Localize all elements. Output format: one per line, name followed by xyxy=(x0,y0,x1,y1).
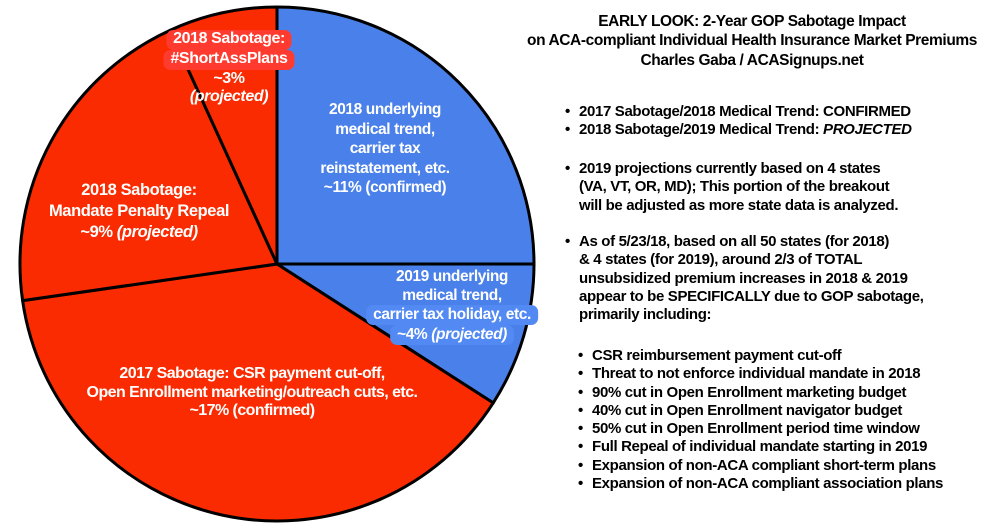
bullet-line: unsubsidized premium increases in 2018 &… xyxy=(579,269,908,287)
bullet-line: 50% cut in Open Enrollment period time w… xyxy=(592,420,920,438)
emphasized-text: PROJECTED xyxy=(823,121,912,139)
bullet-dot-icon: • xyxy=(578,438,583,456)
bullet-line: appear to be SPECIFICALLY due to GOP sab… xyxy=(579,287,924,305)
sabotage-factors-list: • CSR reimbursement payment cut-off • Threa… xyxy=(578,347,943,493)
bullet-line: Expansion of non-ACA compliant associati… xyxy=(592,475,944,493)
bullet-item: • Expansion of non-ACA compliant associat… xyxy=(578,475,943,493)
bullet-item: • 2017 Sabotage/2018 Medical Trend: CONFI… xyxy=(565,103,912,121)
bullet-dot-icon: • xyxy=(578,420,583,438)
bullet-dot-icon: • xyxy=(565,103,570,120)
bullet-line: 2018 Sabotage/2019 Medical Trend: PROJEC… xyxy=(579,121,912,139)
pie-slice-2018-underlying-medical-trend xyxy=(275,5,536,266)
bullet-line: will be adjusted as more state data is a… xyxy=(579,196,899,214)
bullet-line: & 4 states (for 2019), around 2/3 of TOT… xyxy=(579,251,863,269)
bullet-line: Full Repeal of individual mandate starti… xyxy=(592,438,928,456)
bullet-item: • 90% cut in Open Enrollment marketing bu… xyxy=(578,384,943,402)
bullet-item: • 2018 Sabotage/2019 Medical Trend: PROJE… xyxy=(565,121,912,139)
bullet-dot-icon: • xyxy=(578,475,583,493)
bullet-item: • Threat to not enforce individual mandat… xyxy=(578,365,943,383)
bullet-item: • 50% cut in Open Enrollment period time … xyxy=(578,420,943,438)
bullet-item: • Full Repeal of individual mandate start… xyxy=(578,438,943,456)
bullet-line: As of 5/23/18, based on all 50 states (f… xyxy=(579,233,890,250)
bullet-dot-icon: • xyxy=(578,347,583,364)
bullet-item: • As of 5/23/18, based on all 50 states (… xyxy=(565,233,924,324)
premium-impact-pie-chart xyxy=(18,5,536,523)
bullet-item: • Expansion of non-ACA compliant short-te… xyxy=(578,457,943,475)
pie-slice-2018-sabotage-mandate-penalty-repeal xyxy=(18,28,279,303)
bullet-dot-icon: • xyxy=(565,121,570,139)
pie-slice-2017-sabotage-csr-cutoff xyxy=(21,262,495,523)
bullet-line: Threat to not enforce individual mandate… xyxy=(592,365,921,383)
pie-slice-2018-sabotage-short-plans xyxy=(168,5,279,266)
bullet-line: primarily including: xyxy=(579,306,712,324)
bullet-line: 90% cut in Open Enrollment marketing bud… xyxy=(592,383,907,401)
bullet-line: (VA, VT, OR, MD); This portion of the br… xyxy=(579,178,890,196)
bullet-item: • 40% cut in Open Enrollment navigator bu… xyxy=(578,402,943,420)
bullet-item: • 2019 projections currently based on 4 s… xyxy=(565,160,899,215)
bullet-line: 40% cut in Open Enrollment navigator bud… xyxy=(592,401,902,419)
title-line-2: on ACA-compliant Individual Health Insur… xyxy=(527,32,977,50)
trend-status-bullets: • 2017 Sabotage/2018 Medical Trend: CONFI… xyxy=(565,103,912,140)
bullet-line: 2017 Sabotage/2018 Medical Trend: CONFIR… xyxy=(579,103,911,120)
summary-finding-bullet: • As of 5/23/18, based on all 50 states (… xyxy=(565,233,924,324)
bullet-dot-icon: • xyxy=(565,233,570,250)
title-line-1: EARLY LOOK: 2-Year GOP Sabotage Impact xyxy=(598,13,906,30)
bullet-line: Expansion of non-ACA compliant short-ter… xyxy=(592,456,936,474)
header-title: EARLY LOOK: 2-Year GOP Sabotage Impact o… xyxy=(502,12,1000,70)
title-line-3: Charles Gaba / ACASignups.net xyxy=(640,51,864,69)
bullet-item: • CSR reimbursement payment cut-off xyxy=(578,347,943,365)
bullet-dot-icon: • xyxy=(578,456,583,474)
bullet-dot-icon: • xyxy=(565,160,570,177)
projection-basis-bullet: • 2019 projections currently based on 4 s… xyxy=(565,160,899,215)
bullet-dot-icon: • xyxy=(578,401,583,419)
bullet-dot-icon: • xyxy=(578,365,583,383)
bullet-dot-icon: • xyxy=(578,383,583,401)
bullet-line: 2019 projections currently based on 4 st… xyxy=(579,160,881,177)
bullet-line: CSR reimbursement payment cut-off xyxy=(592,347,842,364)
